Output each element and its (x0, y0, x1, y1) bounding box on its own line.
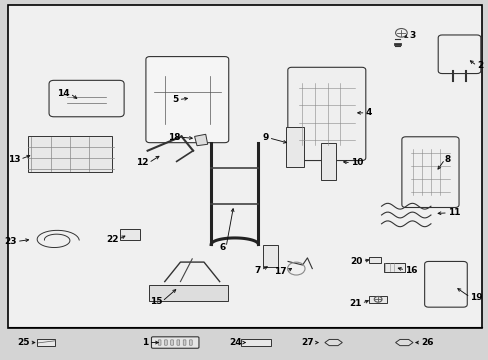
Text: 2: 2 (476, 61, 482, 70)
Text: 13: 13 (8, 155, 20, 164)
FancyBboxPatch shape (170, 340, 173, 345)
FancyBboxPatch shape (8, 5, 481, 328)
Text: 22: 22 (106, 235, 118, 244)
FancyBboxPatch shape (368, 257, 380, 264)
FancyBboxPatch shape (120, 229, 140, 240)
Text: 11: 11 (447, 208, 460, 217)
FancyBboxPatch shape (263, 245, 278, 267)
FancyBboxPatch shape (164, 340, 167, 345)
FancyBboxPatch shape (158, 340, 161, 345)
FancyBboxPatch shape (368, 296, 386, 303)
FancyBboxPatch shape (145, 57, 228, 143)
Text: 18: 18 (167, 132, 180, 141)
Text: 3: 3 (408, 31, 414, 40)
FancyBboxPatch shape (177, 340, 180, 345)
FancyBboxPatch shape (37, 339, 55, 346)
Polygon shape (395, 339, 412, 346)
FancyBboxPatch shape (149, 285, 227, 301)
Text: 25: 25 (18, 338, 30, 347)
Text: 23: 23 (4, 237, 17, 246)
FancyBboxPatch shape (384, 262, 404, 272)
Text: 6: 6 (220, 243, 225, 252)
Text: 7: 7 (254, 266, 261, 275)
Text: 10: 10 (350, 158, 363, 167)
FancyBboxPatch shape (183, 340, 185, 345)
Text: 8: 8 (444, 155, 450, 164)
Text: 5: 5 (172, 95, 178, 104)
Text: 12: 12 (136, 158, 148, 167)
FancyBboxPatch shape (241, 339, 270, 346)
FancyBboxPatch shape (189, 340, 192, 345)
Text: 15: 15 (149, 297, 162, 306)
FancyBboxPatch shape (401, 137, 458, 207)
FancyBboxPatch shape (151, 337, 199, 348)
FancyBboxPatch shape (285, 127, 303, 167)
FancyBboxPatch shape (28, 136, 112, 172)
FancyBboxPatch shape (49, 80, 124, 117)
Text: 1: 1 (142, 338, 148, 347)
Text: 26: 26 (420, 338, 432, 347)
Text: 20: 20 (349, 257, 362, 266)
FancyBboxPatch shape (424, 261, 467, 307)
FancyBboxPatch shape (320, 143, 336, 180)
Text: 17: 17 (273, 267, 286, 276)
Text: 14: 14 (58, 89, 70, 98)
Text: 24: 24 (228, 338, 241, 347)
Text: 4: 4 (365, 108, 371, 117)
Polygon shape (194, 134, 207, 146)
Text: 21: 21 (348, 299, 361, 308)
FancyBboxPatch shape (287, 67, 365, 161)
Text: 19: 19 (469, 293, 482, 302)
Text: 16: 16 (405, 266, 417, 275)
Text: 9: 9 (262, 133, 268, 142)
Polygon shape (324, 339, 342, 346)
FancyBboxPatch shape (437, 35, 480, 73)
Text: 27: 27 (301, 338, 314, 347)
